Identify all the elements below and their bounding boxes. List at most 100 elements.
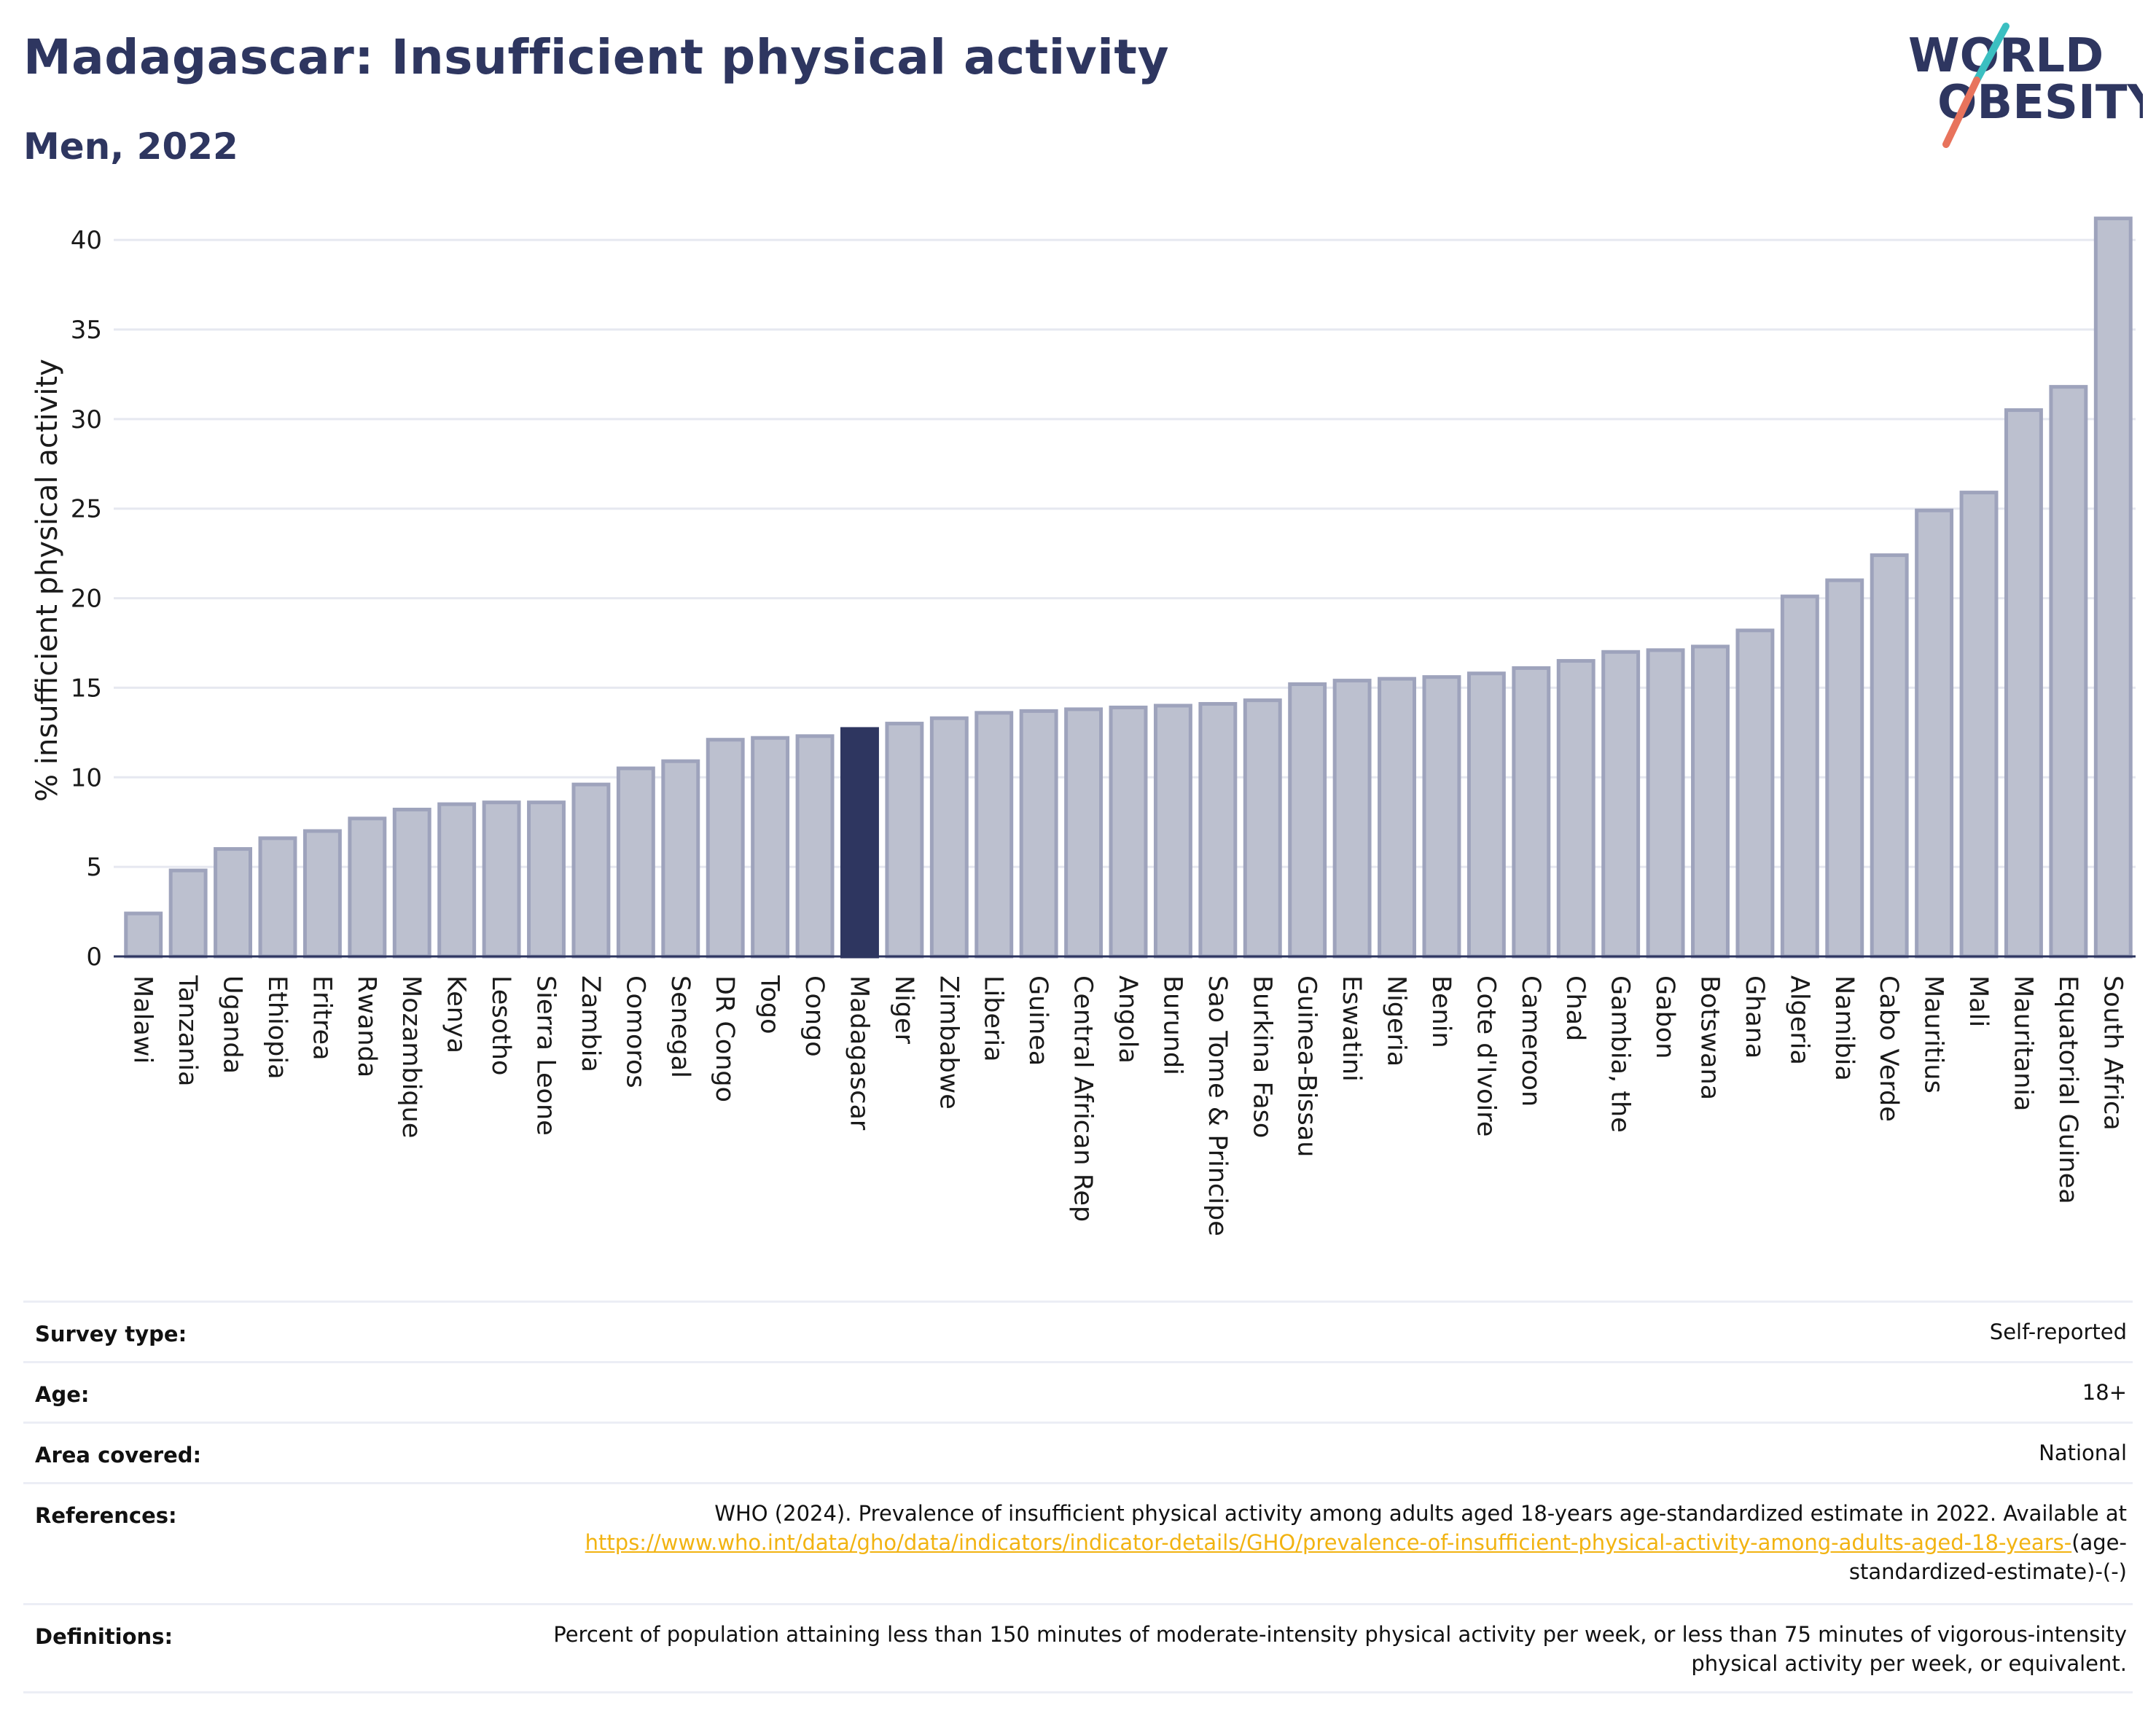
bar-lesotho: [482, 800, 521, 959]
bar-equatorial-guinea: [2049, 385, 2088, 959]
x-tick-label: Malawi: [128, 975, 157, 1064]
bar-ghana: [1735, 628, 1775, 959]
logo-slash-top: [1973, 23, 2009, 84]
bar-sao-tome-principe: [1198, 702, 1238, 959]
bar-chad: [1556, 659, 1595, 959]
references-suffix: (age-standardized-estimate)-(-): [1848, 1530, 2127, 1584]
x-tick-label: Mozambique: [397, 975, 426, 1138]
x-tick-label: Mauritius: [1919, 975, 1948, 1093]
x-tick-label: Kenya: [442, 975, 471, 1053]
info-table: Survey type: Self-reported Age: 18+ Area…: [23, 1301, 2133, 1693]
y-tick-label: 15: [71, 674, 102, 703]
bar-zambia: [571, 782, 611, 959]
x-tick-label: Liberia: [979, 975, 1008, 1062]
x-tick-label: Botswana: [1695, 975, 1724, 1100]
definitions-label: Definitions:: [35, 1624, 173, 1649]
x-tick-label: Ghana: [1740, 975, 1769, 1058]
bar-cote-d-ivoire: [1466, 671, 1506, 959]
references-link[interactable]: https://www.who.int/data/gho/data/indica…: [585, 1530, 2072, 1555]
age-value: 18+: [2082, 1380, 2127, 1405]
x-tick-label: Mali: [1964, 975, 1993, 1027]
bar-guinea-bissau: [1288, 682, 1327, 959]
bar-mauritania: [2004, 408, 2043, 959]
references-value: WHO (2024). Prevalence of insufficient p…: [538, 1484, 2127, 1586]
bar-cabo-verde: [1870, 553, 1909, 959]
bar-madagascar: [840, 727, 879, 959]
x-tick-label: Comoros: [620, 975, 649, 1088]
bar-niger: [885, 722, 924, 959]
y-tick-label: 0: [86, 943, 102, 972]
y-axis-title: % insufficient physical activity: [31, 359, 64, 802]
x-tick-label: Burundi: [1157, 975, 1187, 1075]
bar-senegal: [661, 759, 700, 959]
bar-gambia-the: [1601, 650, 1641, 959]
y-tick-label: 35: [71, 316, 102, 345]
references-text: WHO (2024). Prevalence of insufficient p…: [714, 1501, 2127, 1526]
references-label: References:: [35, 1503, 177, 1528]
x-tick-label: Mauritania: [2008, 975, 2037, 1111]
bar-algeria: [1780, 594, 1819, 959]
definitions-value: Percent of population attaining less tha…: [553, 1622, 2127, 1676]
x-tick-label: Eswatini: [1337, 975, 1366, 1082]
x-tick-label: Zambia: [576, 975, 605, 1072]
area-covered-label: Area covered:: [35, 1443, 202, 1467]
bar-eritrea: [302, 829, 342, 959]
bar-chart: 0 5 10 15 20 25 30 35 40 Malawi Tanzania Uganda Eth…: [31, 217, 2136, 1236]
bar-rwanda: [348, 816, 387, 959]
bar-mozambique: [392, 808, 431, 959]
x-axis-labels: Malawi Tanzania Uganda Ethiopia Eritrea Rwand…: [128, 975, 2128, 1236]
bar-ethiopia: [258, 836, 297, 959]
bar-burundi: [1153, 703, 1192, 959]
x-tick-label: Equatorial Guinea: [2053, 975, 2082, 1204]
x-tick-label: Cameroon: [1516, 975, 1545, 1107]
bar-south-africa: [2093, 217, 2133, 959]
logo-slash-bottom: [1942, 77, 1980, 148]
bar-mali: [1959, 491, 1999, 959]
x-tick-label: Burkina Faso: [1247, 975, 1276, 1138]
bar-tanzania: [168, 868, 208, 959]
x-tick-label: Rwanda: [352, 975, 381, 1077]
x-tick-label: Tanzania: [173, 975, 202, 1086]
info-row-survey-type: Survey type: Self-reported: [23, 1301, 2133, 1361]
x-tick-label: Zimbabwe: [934, 975, 963, 1110]
x-tick-label: Angola: [1113, 975, 1142, 1064]
x-tick-label: Togo: [755, 975, 784, 1034]
x-tick-label: Niger: [889, 975, 918, 1045]
x-tick-label: Lesotho: [486, 975, 515, 1075]
y-tick-label: 40: [71, 226, 102, 255]
x-tick-label: DR Congo: [710, 975, 739, 1102]
bar-guinea: [1019, 709, 1058, 959]
y-axis-ticks: 0 5 10 15 20 25 30 35 40: [71, 226, 102, 972]
bar-mauritius: [1915, 508, 1954, 959]
x-tick-label: Madagascar: [844, 975, 873, 1131]
x-tick-label: Gambia, the: [1606, 975, 1635, 1133]
x-tick-label: Central African Rep: [1069, 975, 1098, 1222]
survey-type-label: Survey type:: [35, 1322, 187, 1346]
bar-comoros: [616, 766, 655, 959]
chart-subtitle: Men, 2022: [23, 125, 238, 168]
area-covered-value: National: [2039, 1440, 2127, 1465]
bar-dr-congo: [706, 738, 745, 959]
y-tick-label: 10: [71, 763, 102, 792]
info-row-definitions: Definitions: Percent of population attai…: [23, 1603, 2133, 1693]
bar-uganda: [214, 847, 253, 959]
bar-central-african-rep: [1064, 707, 1104, 959]
world-obesity-logo: WORLD OBESITY: [1908, 23, 2143, 148]
x-tick-label: Senegal: [665, 975, 695, 1078]
bar-namibia: [1825, 578, 1864, 959]
bar-botswana: [1691, 644, 1730, 959]
age-label: Age:: [35, 1382, 90, 1407]
bar-angola: [1109, 705, 1148, 959]
x-tick-label: Eritrea: [307, 975, 336, 1061]
bar-liberia: [975, 711, 1014, 959]
x-tick-label: Namibia: [1829, 975, 1859, 1081]
x-tick-label: Ethiopia: [262, 975, 292, 1080]
bar-zimbabwe: [929, 716, 969, 959]
x-tick-label: Chad: [1561, 975, 1590, 1041]
y-tick-label: 5: [86, 853, 102, 882]
x-tick-label: Benin: [1426, 975, 1456, 1048]
x-tick-label: Sierra Leone: [531, 975, 561, 1136]
x-tick-label: South Africa: [2098, 975, 2127, 1131]
info-row-area-covered: Area covered: National: [23, 1422, 2133, 1482]
logo-line1: WORLD: [1908, 29, 2104, 83]
